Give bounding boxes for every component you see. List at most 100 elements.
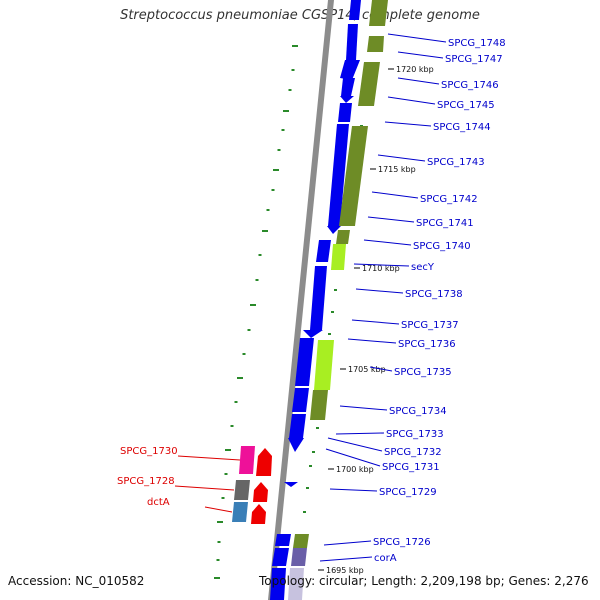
label-leader-line — [387, 33, 447, 43]
cds-feature — [289, 414, 306, 438]
feature-label[interactable]: SPCG_1736 — [398, 339, 456, 350]
label-leader-line — [327, 437, 383, 452]
feature-label[interactable]: dctA — [147, 497, 170, 508]
cds-feature — [272, 548, 289, 566]
feature-label[interactable]: SPCG_1741 — [416, 218, 474, 229]
reverse-cds-track — [232, 446, 272, 524]
cds-feature — [292, 388, 309, 412]
cds-arrow — [327, 226, 341, 234]
cog-feature — [336, 230, 350, 244]
feature-label[interactable]: secY — [411, 262, 435, 273]
cds-feature — [328, 124, 349, 226]
cog-category-track — [288, 0, 388, 600]
cog-feature — [367, 36, 384, 52]
label-leader-line — [339, 405, 388, 411]
feature-label[interactable]: SPCG_1746 — [441, 80, 499, 91]
cds-arrow — [288, 438, 304, 452]
label-leader-line — [329, 488, 378, 492]
cds-feature — [310, 266, 327, 330]
cds-feature — [270, 568, 286, 600]
cds-arrow — [340, 60, 360, 80]
feature-label[interactable]: SPCG_1728 — [117, 476, 175, 487]
cds-arrow — [340, 96, 354, 103]
cds-arrow — [253, 482, 268, 502]
topology-text: Topology: circular; Length: 2,209,198 bp… — [259, 574, 589, 588]
label-leader-line — [204, 506, 233, 513]
cog-feature — [232, 502, 248, 522]
feature-label[interactable]: corA — [374, 553, 397, 564]
feature-label[interactable]: SPCG_1737 — [401, 320, 459, 331]
cds-arrow — [284, 482, 298, 487]
feature-label[interactable]: SPCG_1745 — [437, 100, 495, 111]
feature-label[interactable]: SPCG_1726 — [373, 537, 431, 548]
cds-feature — [346, 24, 358, 60]
label-leader-line — [319, 556, 373, 562]
cog-feature — [358, 62, 380, 106]
cog-feature — [331, 244, 346, 270]
scale-label: 1710 kbp — [362, 264, 400, 273]
scale-track: 1720 kbp 1715 kbp 1710 kbp 1705 kbp 1700 kbp… — [318, 65, 434, 575]
cds-feature — [295, 338, 314, 386]
feature-label[interactable]: SPCG_1748 — [448, 38, 506, 49]
feature-label[interactable]: SPCG_1744 — [433, 122, 491, 133]
label-leader-line — [369, 366, 393, 372]
label-leader-line — [363, 239, 412, 246]
cds-feature — [275, 534, 291, 546]
cds-feature — [349, 0, 361, 20]
cog-feature — [288, 568, 304, 600]
label-leader-line — [174, 485, 235, 491]
cog-feature — [234, 480, 250, 500]
cds-arrow — [303, 330, 323, 338]
label-leader-line — [397, 77, 440, 85]
label-leader-line — [355, 288, 404, 294]
forward-cds-track — [270, 0, 361, 600]
label-leader-line — [371, 191, 419, 199]
label-leader-line — [387, 96, 436, 105]
cog-feature — [291, 548, 307, 566]
scale-label: 1705 kbp — [348, 365, 386, 374]
feature-label[interactable]: SPCG_1740 — [413, 241, 471, 252]
scale-label: 1695 kbp — [326, 566, 364, 575]
feature-label[interactable]: SPCG_1733 — [386, 429, 444, 440]
feature-label[interactable]: SPCG_1730 — [120, 446, 178, 457]
scale-label: 1715 kbp — [378, 165, 416, 174]
feature-label[interactable]: SPCG_1734 — [389, 406, 447, 417]
label-leader-line — [397, 51, 444, 59]
label-leader-line — [335, 432, 385, 435]
label-leader-line — [384, 121, 432, 127]
cds-arrow — [251, 504, 266, 524]
map-title: Streptococcus pneumoniae CGSP14, complet… — [120, 8, 480, 23]
label-leader-line — [351, 319, 400, 325]
feature-labels: SPCG_1748 SPCG_1747 SPCG_1746 SPCG_1745 SPCG… — [117, 33, 506, 564]
feature-label[interactable]: SPCG_1735 — [394, 367, 452, 378]
label-leader-line — [377, 154, 426, 162]
scale-label: 1700 kbp — [336, 465, 374, 474]
feature-label[interactable]: SPCG_1743 — [427, 157, 485, 168]
feature-label[interactable]: SPCG_1738 — [405, 289, 463, 300]
cog-feature — [293, 534, 309, 548]
accession-text: Accession: NC_010582 — [8, 574, 145, 588]
label-leader-line — [347, 338, 397, 344]
scale-label: 1720 kbp — [396, 65, 434, 74]
cds-feature — [316, 240, 331, 262]
cds-feature — [341, 78, 355, 96]
label-leader-line — [177, 455, 241, 461]
cds-feature — [338, 103, 352, 122]
feature-label[interactable]: SPCG_1747 — [445, 54, 503, 65]
genome-backbone — [268, 0, 334, 600]
feature-label[interactable]: SPCG_1742 — [420, 194, 478, 205]
cog-feature — [339, 126, 368, 226]
label-leader-line — [323, 540, 372, 546]
cog-feature — [239, 446, 255, 474]
feature-label[interactable]: SPCG_1731 — [382, 462, 440, 473]
cds-arrow — [256, 448, 272, 476]
label-leader-line — [367, 216, 415, 223]
cog-feature — [369, 0, 388, 26]
feature-label[interactable]: SPCG_1732 — [384, 447, 442, 458]
feature-label[interactable]: SPCG_1729 — [379, 487, 437, 498]
cog-feature — [310, 390, 328, 420]
cog-feature — [314, 340, 334, 390]
label-leader-line — [325, 448, 381, 467]
